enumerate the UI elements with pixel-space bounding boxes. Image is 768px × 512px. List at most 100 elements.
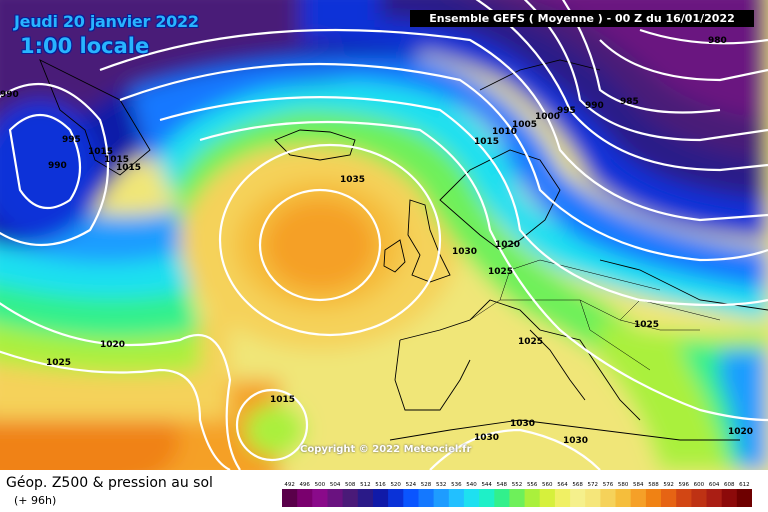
scale-tick-label: 552 — [512, 482, 523, 488]
scale-swatch — [645, 489, 662, 507]
scale-tick-label: 612 — [739, 482, 750, 488]
scale-tick-label: 492 — [284, 482, 295, 488]
scale-tick-label: 496 — [299, 482, 310, 488]
isobar-985 — [639, 28, 768, 45]
isobar-label: 990 — [0, 90, 19, 100]
scale-tick-label: 596 — [679, 482, 690, 488]
scale-swatch — [691, 489, 708, 507]
iberia-coast — [394, 339, 471, 411]
scale-tick-label: 532 — [436, 482, 447, 488]
scale-tick-label: 604 — [709, 482, 720, 488]
scale-swatch — [342, 489, 359, 507]
isobar-label: 1015 — [104, 155, 129, 165]
isobar-1030-ring — [218, 143, 442, 337]
copyright-notice: Copyright © 2022 Meteociel.fr — [300, 444, 472, 455]
isobar-label: 995 — [557, 106, 576, 116]
scale-tick-label: 592 — [663, 482, 674, 488]
isobar-label: 1000 — [535, 112, 560, 122]
isobar-label: 1035 — [340, 175, 365, 185]
scale-tick-label: 556 — [527, 482, 538, 488]
isobar-1010 — [99, 28, 768, 222]
coastlines — [39, 59, 768, 441]
scale-swatch — [630, 489, 647, 507]
scale-tick-label: 504 — [330, 482, 341, 488]
isobar-1020-west — [0, 302, 241, 470]
isobar-1015-south — [235, 388, 309, 462]
scale-swatch — [615, 489, 632, 507]
scale-tick-label: 568 — [572, 482, 583, 488]
isobar-label: 1030 — [563, 436, 588, 446]
scale-swatch — [524, 489, 541, 507]
scale-tick-label: 528 — [421, 482, 432, 488]
scale-swatch — [357, 489, 374, 507]
scale-swatch — [479, 489, 495, 507]
isobar-label: 990 — [48, 161, 67, 171]
isobar-1035-ring — [258, 188, 382, 302]
scale-swatch — [373, 489, 389, 507]
scale-tick-label: 500 — [315, 482, 326, 488]
isobar-label: 1025 — [634, 320, 659, 330]
forecast-time: 1:00 locale — [20, 34, 150, 58]
ireland-coast — [383, 239, 406, 273]
scale-tick-label: 608 — [724, 482, 735, 488]
scale-swatch — [312, 489, 328, 507]
isobar-label: 1015 — [88, 147, 113, 157]
isobar-label: 1005 — [512, 120, 537, 130]
scale-swatch — [661, 489, 677, 507]
isobar-label: 995 — [62, 135, 81, 145]
scale-swatch — [676, 489, 692, 507]
map-footer: Géop. Z500 & pression au sol (+ 96h) 492… — [0, 470, 768, 512]
isobar-1030-south — [429, 428, 601, 470]
scale-swatch — [403, 489, 419, 507]
forecast-date: Jeudi 20 janvier 2022 — [14, 12, 199, 31]
europe-south-coast — [399, 299, 641, 421]
scale-swatch — [448, 489, 465, 507]
isobar-995-low — [0, 82, 110, 246]
scale-swatch — [433, 489, 450, 507]
scale-swatch — [509, 489, 526, 507]
scale-swatch — [736, 489, 752, 507]
scale-tick-label: 580 — [618, 482, 629, 488]
scale-swatch — [600, 489, 617, 507]
scale-tick-label: 572 — [588, 482, 599, 488]
lead-time: (+ 96h) — [14, 494, 57, 507]
isobar-1025-west — [0, 350, 231, 470]
scale-swatch — [494, 489, 510, 507]
geopotential-field — [0, 0, 768, 470]
scale-tick-label: 560 — [542, 482, 553, 488]
scale-swatch — [463, 489, 480, 507]
isobar-label: 1025 — [46, 358, 71, 368]
isobar-label: 1025 — [518, 337, 543, 347]
isobar-label: 1020 — [495, 240, 520, 250]
scale-tick-label: 536 — [451, 482, 462, 488]
scale-swatch — [388, 489, 404, 507]
isobar-label: 1030 — [474, 433, 499, 443]
italy-coast — [529, 329, 586, 401]
isobar-label: 1020 — [100, 340, 125, 350]
scale-swatch — [721, 489, 738, 507]
britain-coast — [407, 199, 451, 283]
africa-coast — [389, 419, 740, 441]
scale-tick-label: 548 — [497, 482, 508, 488]
isobar-label: 985 — [620, 97, 639, 107]
isobar-label: 1025 — [488, 267, 513, 277]
scale-tick-label: 512 — [360, 482, 371, 488]
isobar-label: 1015 — [270, 395, 295, 405]
scale-tick-label: 520 — [390, 482, 401, 488]
isobar-labels: 990 995 1015 1015 1015 990 980 985 990 9… — [0, 36, 753, 446]
scale-swatch — [570, 489, 586, 507]
isobar-label: 1020 — [728, 427, 753, 437]
pressure-map: 990 995 1015 1015 1015 990 980 985 990 9… — [0, 0, 768, 470]
scale-tick-label: 564 — [557, 482, 568, 488]
scale-swatch — [585, 489, 601, 507]
scale-swatch — [539, 489, 556, 507]
scale-tick-label: 576 — [603, 482, 614, 488]
isobar-label: 1015 — [474, 137, 499, 147]
isobar-label: 980 — [708, 36, 727, 46]
isobar-label: 990 — [585, 101, 604, 111]
isobar-1005 — [475, 0, 768, 172]
scale-tick-label: 600 — [694, 482, 705, 488]
isobar-990-low — [8, 114, 81, 210]
isobar-label: 1030 — [510, 419, 535, 429]
